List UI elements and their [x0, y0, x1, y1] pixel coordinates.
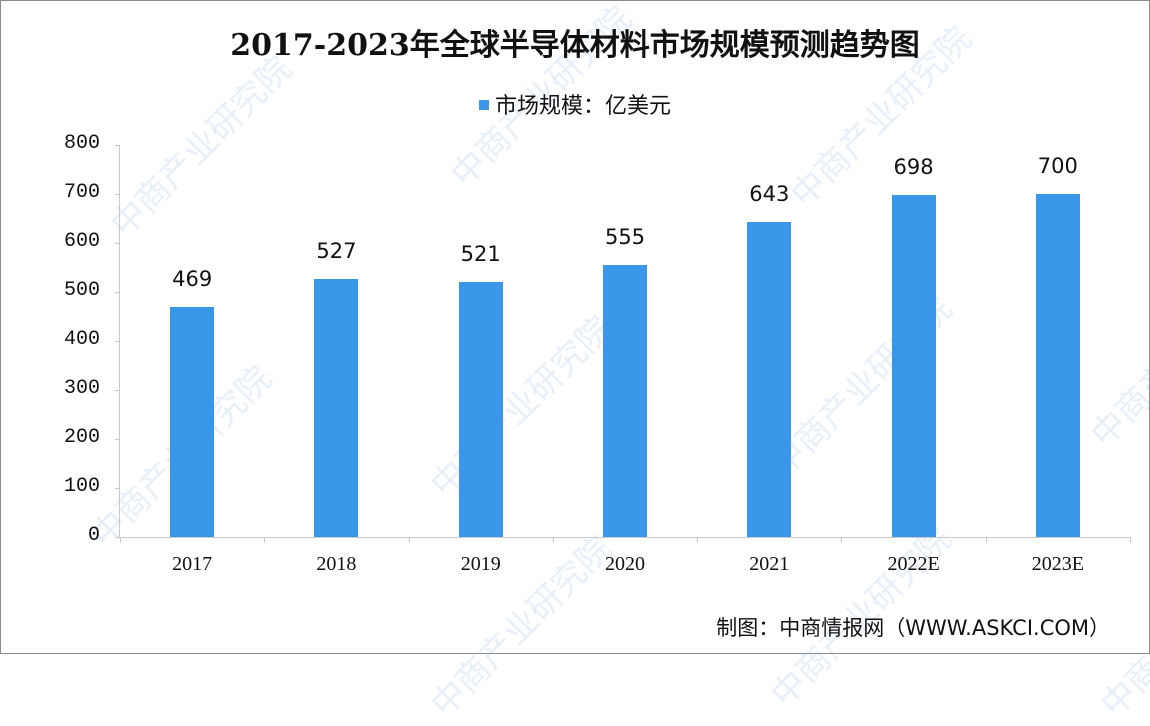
y-tick-mark [115, 341, 120, 342]
bar-2023E [1035, 194, 1080, 537]
chart-title: 2017-2023年全球半导体材料市场规模预测趋势图 [230, 28, 920, 63]
bar-2018 [314, 278, 359, 537]
y-tick-mark [115, 292, 120, 293]
y-tick-mark [115, 243, 120, 244]
x-tick-mark [841, 537, 843, 543]
bar-value-label: 521 [460, 241, 501, 266]
y-tick-label: 800 [63, 132, 100, 155]
legend: 市场规模：亿美元 [0, 88, 1150, 120]
source-note: 制图：中商情报网（WWW.ASKCI.COM） [716, 616, 1110, 640]
x-tick-label: 2017 [172, 553, 213, 575]
bar-value-label: 469 [172, 267, 213, 292]
x-tick-mark [985, 537, 987, 543]
y-tick-mark [115, 488, 120, 489]
y-tick-mark [115, 390, 120, 391]
x-tick-mark [552, 537, 554, 543]
y-tick-label: 0 [87, 524, 100, 547]
bar-2021 [747, 221, 792, 537]
x-axis [119, 537, 1131, 538]
bar-2017 [170, 307, 215, 537]
bar-2020 [603, 265, 647, 537]
x-tick-label: 2021 [749, 553, 790, 575]
x-tick-mark [120, 537, 121, 543]
y-tick-label: 400 [63, 328, 100, 351]
bar-2022E [891, 194, 936, 537]
x-tick-label: 2023E [1031, 553, 1084, 575]
bar-2019 [458, 281, 503, 537]
x-tick-mark [264, 537, 266, 543]
y-tick-mark [115, 145, 120, 146]
y-tick-label: 600 [63, 230, 100, 253]
x-tick-label: 2019 [460, 553, 501, 575]
y-tick-label: 200 [63, 426, 100, 449]
bar-value-label: 527 [316, 238, 357, 263]
y-tick-mark [115, 439, 120, 440]
bar-value-label: 555 [604, 225, 646, 250]
legend-swatch-icon [478, 100, 489, 110]
x-tick-mark [697, 537, 699, 543]
y-tick-label: 700 [63, 181, 100, 204]
y-tick-label: 500 [63, 279, 100, 302]
x-tick-label: 2022E [887, 553, 940, 575]
y-tick-mark [115, 194, 120, 195]
x-tick-label: 2020 [605, 553, 645, 575]
y-tick-mark [115, 537, 120, 538]
legend-label: 市场规模：亿美元 [494, 94, 671, 119]
bar-value-label: 643 [749, 181, 790, 206]
x-tick-mark [1130, 537, 1131, 543]
y-tick-label: 100 [63, 475, 100, 498]
y-tick-label: 300 [63, 377, 100, 400]
plot-area: 0 100 200 300 400 500 600 700 800 469 2017 527 2018 5… [63, 132, 1131, 575]
bar-value-label: 698 [893, 154, 934, 179]
bar-value-label: 700 [1037, 154, 1078, 178]
x-tick-label: 2018 [316, 553, 357, 575]
x-tick-mark [408, 537, 410, 543]
